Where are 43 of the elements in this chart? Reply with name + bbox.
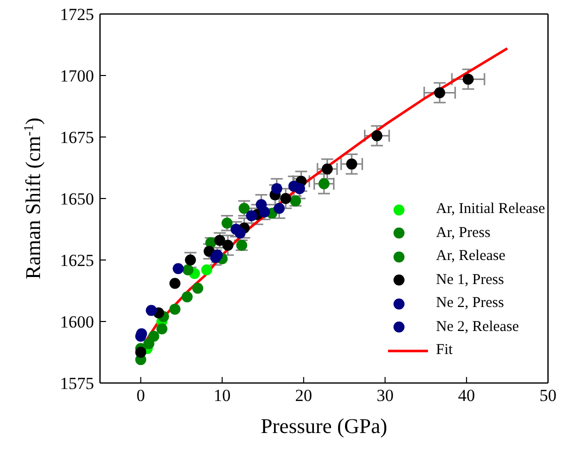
point <box>222 240 234 251</box>
x-tick-label: 20 <box>295 386 312 406</box>
point <box>280 193 292 204</box>
legend-label: Ar, Press <box>436 224 490 242</box>
x-tick-label: 10 <box>214 386 231 406</box>
y-tick-label: 1650 <box>60 190 94 209</box>
y-tick-label: 1600 <box>60 312 94 332</box>
legend-label: Ne 2, Press <box>436 294 504 313</box>
point <box>201 264 212 276</box>
legend-label: Ar, Release <box>436 247 506 266</box>
y-tick-label: 1700 <box>60 66 94 86</box>
legend-label: Ar, Initial Release <box>436 200 545 219</box>
point <box>146 304 157 316</box>
y-tick-label: 1675 <box>60 128 94 148</box>
x-axis-title: Pressure (GPa) <box>260 414 388 438</box>
point <box>434 87 446 98</box>
point <box>346 158 358 170</box>
point <box>274 202 285 214</box>
point <box>169 278 180 289</box>
y-tick-label: 1575 <box>60 374 94 394</box>
point <box>288 180 300 192</box>
point <box>192 282 204 294</box>
point <box>169 304 180 315</box>
x-tick-label: 40 <box>458 386 476 406</box>
legend-label: Ne 2, Release <box>436 318 519 336</box>
point <box>371 130 382 142</box>
legend-label: Fit <box>436 341 453 360</box>
legend-label: Ne 1, Press <box>436 270 504 290</box>
point <box>462 74 474 85</box>
point <box>172 263 184 274</box>
point <box>148 330 160 342</box>
point <box>271 183 282 194</box>
x-tick-label: 30 <box>376 386 394 406</box>
x-tick-label: 50 <box>540 386 556 406</box>
point <box>184 254 196 266</box>
x-tick-label: 0 <box>136 386 145 406</box>
point <box>256 199 267 210</box>
y-tick-label: 1725 <box>60 5 94 24</box>
y-tick-label: 1625 <box>60 251 94 270</box>
point <box>182 264 194 276</box>
point <box>156 323 168 334</box>
point <box>182 291 193 302</box>
point <box>135 346 146 358</box>
